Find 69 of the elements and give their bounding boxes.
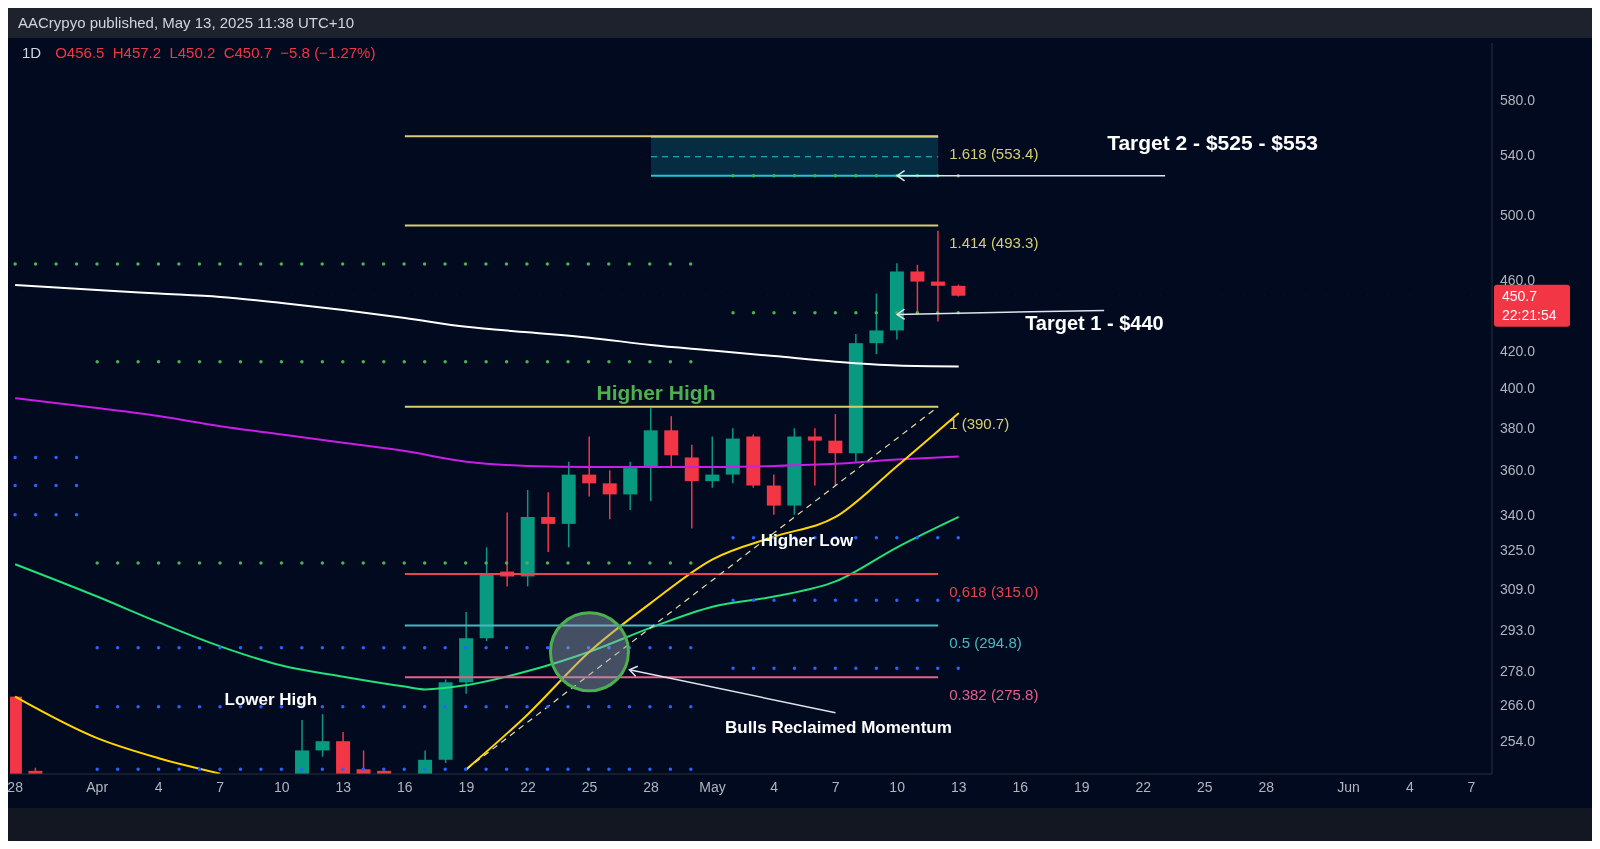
y-tick-label: 278.0 — [1500, 663, 1536, 680]
y-tick-label: 460.0 — [1500, 271, 1536, 288]
x-tick-label: 10 — [274, 778, 290, 795]
y-tick-label: 580.0 — [1500, 91, 1536, 108]
annotation: Higher Low — [760, 531, 855, 551]
x-tick-label: 10 — [889, 778, 906, 795]
x-tick-label: 19 — [1073, 778, 1090, 795]
candlestick — [541, 491, 556, 553]
x-tick-label: 13 — [950, 778, 967, 795]
candlestick — [930, 230, 945, 323]
series-label: 1 (390.7) — [949, 415, 1010, 433]
x-tick-label: May — [699, 778, 726, 795]
x-tick-label: 28 — [643, 778, 659, 795]
x-tick-label: 25 — [581, 778, 598, 795]
y-tick-label: 325.0 — [1500, 541, 1536, 558]
y-tick-label: 340.0 — [1500, 506, 1536, 523]
x-tick-label: 7 — [216, 778, 225, 795]
y-tick-label: 293.0 — [1500, 622, 1536, 639]
y-tick-label: 500.0 — [1500, 207, 1536, 224]
x-tick-label: 25 — [1197, 778, 1213, 795]
x-tick-label: Apr — [86, 778, 109, 795]
y-tick-label: 266.0 — [1500, 697, 1536, 714]
candlestick — [910, 264, 925, 314]
candlestick — [705, 435, 720, 489]
series-label: 1.618 (553.4) — [949, 144, 1039, 162]
series-label: 0.382 (275.8) — [949, 685, 1039, 703]
chart-title: 1D — [22, 44, 42, 61]
y-tick-label: 380.0 — [1500, 420, 1536, 437]
x-tick-label: 22 — [1135, 778, 1152, 795]
candlestick — [766, 473, 781, 516]
y-tick-label: 400.0 — [1500, 380, 1536, 397]
x-tick-label: 13 — [335, 778, 352, 795]
candlestick — [315, 713, 330, 758]
chart-subtitle: O456.5 H457.2 L450.2 C450.7 −5.8 (−1.27%) — [55, 44, 376, 61]
x-tick-label: 7 — [831, 778, 840, 795]
x-tick-label: 4 — [1406, 778, 1415, 795]
y-tick-label: 360.0 — [1500, 462, 1536, 479]
annotation: Target 2 - $525 - $553 — [1107, 131, 1319, 155]
candlestick — [582, 435, 597, 498]
x-tick-label: 19 — [458, 778, 475, 795]
x-tick-label: 28 — [7, 778, 24, 795]
x-tick-label: Jun — [1337, 778, 1360, 795]
x-tick-label: 22 — [520, 778, 536, 795]
series-label: 0.618 (315.0) — [949, 582, 1039, 600]
candlestick — [602, 469, 617, 521]
annotation: Target 1 - $440 — [1025, 312, 1164, 335]
candlestick — [828, 413, 843, 487]
candlestick — [807, 427, 822, 487]
annotation: Higher High — [596, 380, 716, 404]
candlestick — [869, 292, 884, 355]
candlestick — [684, 444, 699, 530]
ref-line-label: 450.7 — [1502, 287, 1538, 304]
y-tick-label: 309.0 — [1500, 580, 1536, 597]
x-tick-label: 28 — [1258, 778, 1275, 795]
y-tick-label: 540.0 — [1500, 147, 1536, 164]
x-tick-label: 4 — [770, 778, 779, 795]
x-tick-label: 16 — [1012, 778, 1029, 795]
annotation: Lower High — [224, 689, 318, 709]
line-series — [14, 283, 960, 368]
x-tick-label: 16 — [397, 778, 413, 795]
x-tick-label: 4 — [154, 778, 163, 795]
y-tick-label: 420.0 — [1500, 342, 1536, 359]
series-label: 1.414 (493.3) — [949, 234, 1039, 252]
series-label: 0.5 (294.8) — [949, 633, 1022, 651]
annotation: Bulls Reclaimed Momentum — [725, 718, 952, 738]
text: 22:21:54 — [1502, 306, 1557, 323]
x-tick-label: 7 — [1467, 778, 1476, 795]
text: AACrypyo published, May 13, 2025 11:38 UTC+10 — [8, 8, 1592, 38]
y-tick-label: 254.0 — [1500, 733, 1536, 750]
